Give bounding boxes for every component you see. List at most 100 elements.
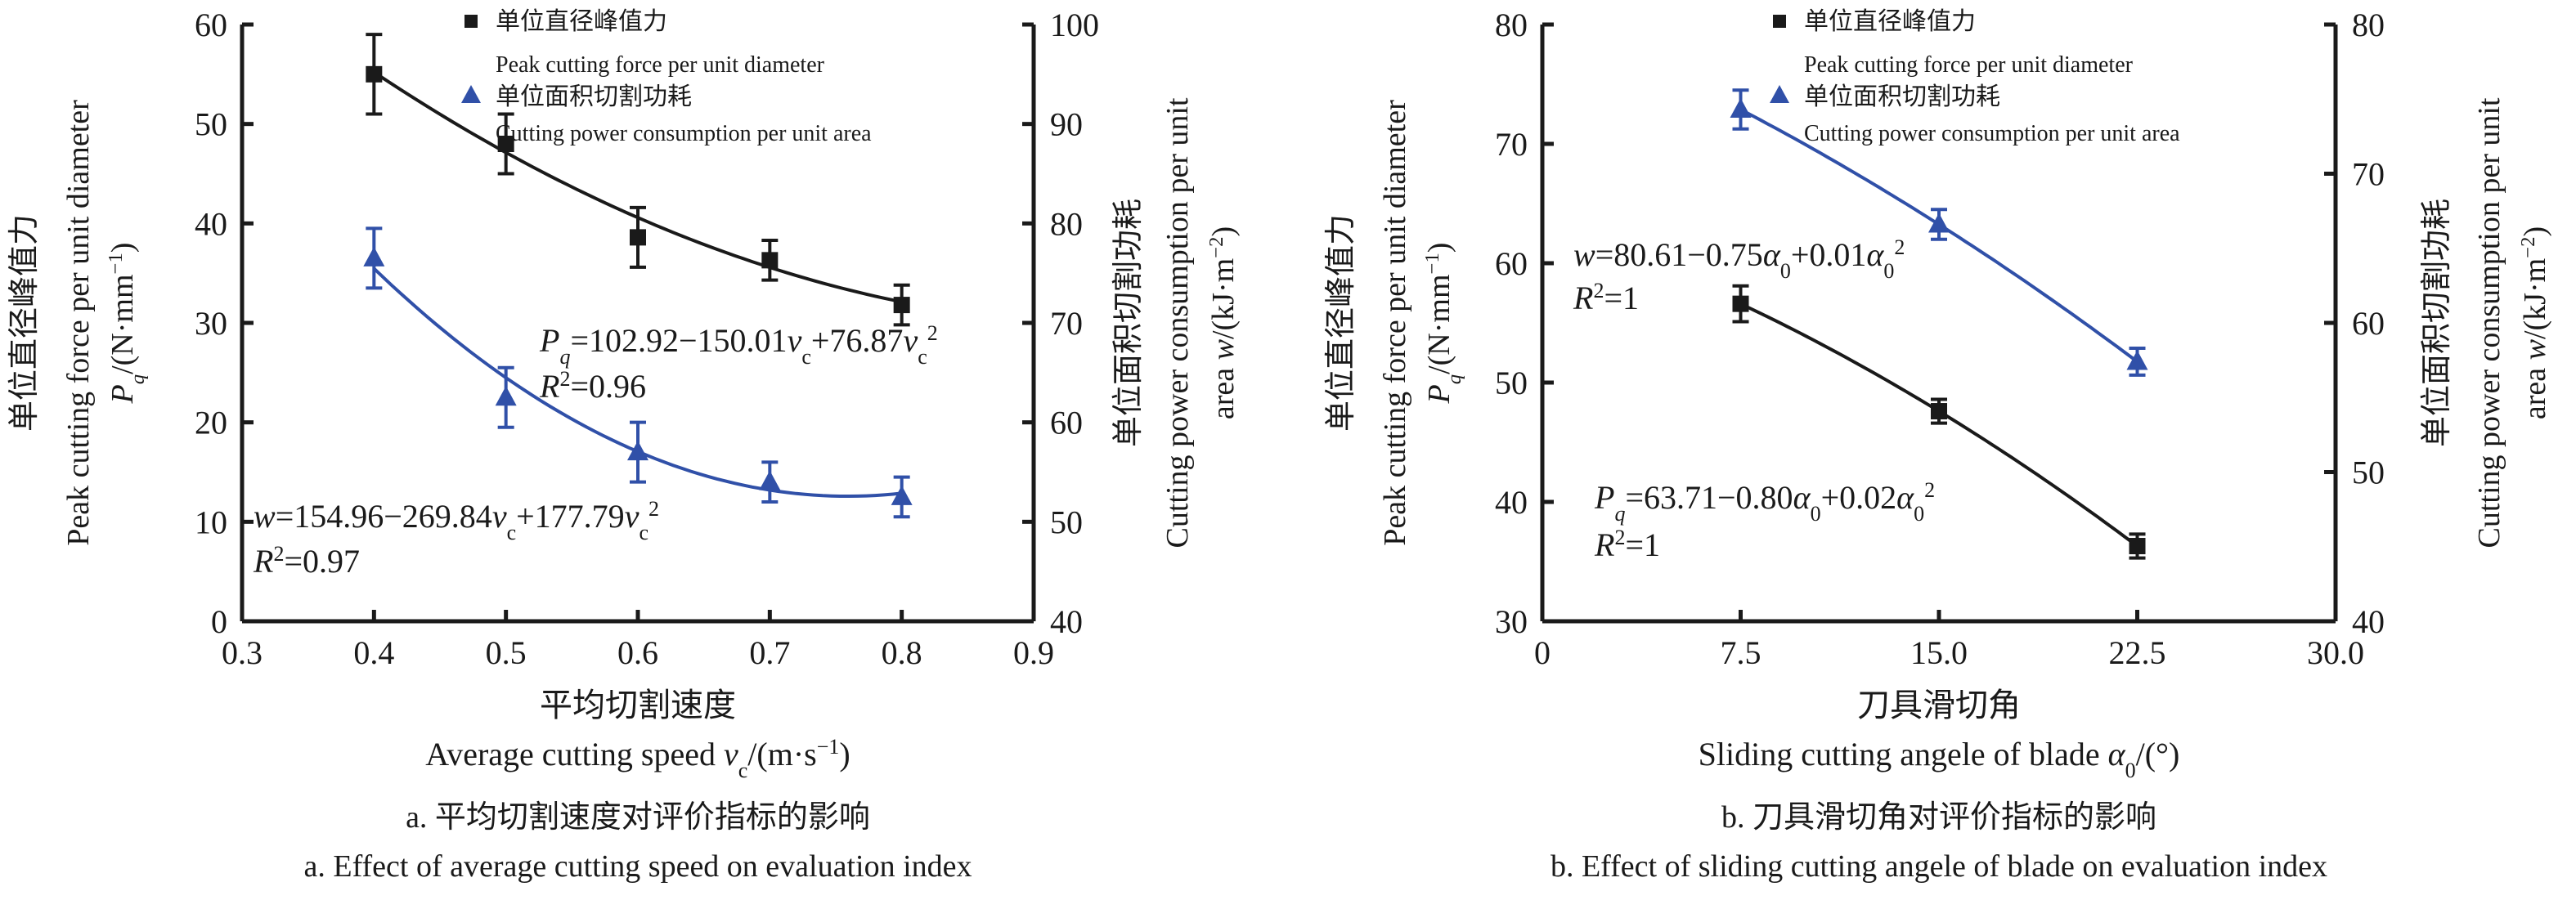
x-tick-label: 0.5 [486,634,527,671]
text-segment: −1 [817,735,840,759]
y-tick-label-left: 30 [195,305,227,342]
x-tick-label: 30.0 [2307,634,2364,671]
text-segment: v [724,736,738,772]
text-segment: =80.61−0.75 [1595,236,1763,273]
text-segment: 0 [1914,502,1924,526]
text-segment: /(kJ·m [2518,258,2552,339]
legend-marker-triangle [1770,85,1789,103]
x-tick-label: 0.6 [617,634,658,671]
legend-marker-square [464,15,478,28]
text-segment: v [625,498,640,535]
y-axis-title-right-unit: area w/(kJ·m−2) [2517,226,2553,419]
y-tick-label-right: 70 [1050,305,1083,342]
data-point-square [630,229,646,246]
data-point-square [366,65,383,83]
x-tick-label: 0.9 [1013,634,1054,671]
text-segment: /(N·mm [1422,274,1456,374]
y-tick-label-right: 80 [1050,205,1083,242]
text-segment: ) [1206,226,1241,237]
text-segment: =1 [1625,526,1660,563]
y-tick-label-left: 40 [195,205,227,242]
y-axis-title-left-cn: 单位直径峰值力 [7,214,42,432]
data-point-triangle [627,441,648,461]
y-axis-title-left-unit: Pq/(N·mm−1) [105,243,149,405]
text-segment: 2 [927,321,938,345]
text-segment: 0 [2125,759,2136,782]
text-segment: 0 [1811,502,1821,526]
y-tick-label-right: 80 [2352,7,2385,43]
text-segment: +177.79 [516,498,625,535]
text-segment: q [1443,374,1465,384]
text-segment: w [2518,338,2552,360]
chart-a: 0.3 0.4 0.5 0.6 0.7 0.8 0.9 0 10 20 30 40 50 60 40 50 60… [7,7,1241,884]
fit-equation: w=80.61−0.75α0+0.01α02 [1573,235,1905,283]
x-tick-label: 0.4 [353,634,394,671]
legend-label-cn: 单位直径峰值力 [1804,8,1976,35]
text-segment: R [539,368,559,405]
text-segment: R [1594,526,1614,563]
text-segment: ) [1422,243,1456,253]
text-segment: 2 [1593,279,1604,302]
data-point-triangle [2126,350,2148,370]
y-tick-label-right: 40 [1050,603,1083,640]
data-point-square [893,297,910,314]
y-tick-label-right: 60 [2352,305,2385,342]
text-segment: c [507,521,517,544]
data-point-square [761,252,779,269]
y-axis-title-right-en: Cutting power consumption per unit [1160,97,1195,548]
text-segment: =0.96 [570,368,646,405]
text-segment: =154.96−269.84 [276,498,492,535]
y-tick-label-right: 70 [2352,156,2385,193]
legend-label-cn: 单位面积切割功耗 [496,83,692,110]
x-tick-label: 0.3 [222,634,263,671]
data-point-triangle [759,470,781,490]
y-tick-label-right: 40 [2352,603,2385,640]
y-axis-title-left-unit: Pq/(N·mm−1) [1421,243,1465,405]
y-axis-title-left-en: Peak cutting force per unit diameter [1378,100,1412,546]
x-axis-title-cn: 平均切割速度 [540,687,736,723]
text-segment: c [918,345,927,369]
text-segment: +0.02 [1821,479,1897,516]
y-tick-label-right: 50 [2352,454,2385,491]
data-point-square [1931,403,1947,420]
text-segment: w [1573,236,1595,273]
y-axis-title-left-cn: 单位直径峰值力 [1324,214,1358,432]
text-segment: =63.71−0.80 [1625,479,1793,516]
text-segment: /(°) [2136,736,2180,772]
y-axis-title-right-cn: 单位面积切割功耗 [2420,199,2454,447]
r-squared: R2=0.96 [539,367,646,405]
x-axis-title-cn: 刀具滑切角 [1857,687,2021,723]
y-tick-label-right: 60 [1050,405,1083,441]
text-segment: =0.97 [284,543,360,580]
y-tick-label-left: 60 [1495,245,1528,282]
y-tick-label-left: 30 [1495,603,1528,640]
text-segment: +0.01 [1791,236,1867,273]
data-point-triangle [495,386,517,406]
text-segment: R [1573,280,1593,316]
y-tick-label-left: 10 [195,504,227,540]
text-segment: α [2108,736,2126,772]
fit-equation: Pq=102.92−150.01vc+76.87vc2 [539,321,938,369]
y-tick-label-left: 40 [1495,484,1528,521]
legend-label-cn: 单位面积切割功耗 [1804,83,2000,110]
text-segment: 2 [648,497,659,521]
text-segment: c [738,759,748,782]
text-segment: −2 [2517,237,2539,258]
data-point-triangle [891,485,913,505]
text-segment: c [801,345,811,369]
text-segment: −2 [1205,237,1227,258]
r-squared: R2=0.97 [253,542,360,580]
y-tick-label-left: 70 [1495,126,1528,163]
y-tick-label-left: 20 [195,405,227,441]
data-point-triangle [1730,98,1752,119]
x-tick-label: 0.7 [749,634,790,671]
legend-label-en: Peak cutting force per unit diameter [1804,52,2134,78]
text-segment: 2 [1614,526,1625,549]
text-segment: =1 [1604,280,1639,316]
data-point-square [2129,538,2146,555]
y-tick-label-right: 50 [1050,504,1083,540]
text-segment: P [1594,479,1614,516]
text-segment: w [1206,338,1241,360]
y-tick-label-left: 80 [1495,7,1528,43]
text-segment: 0 [1883,259,1894,283]
